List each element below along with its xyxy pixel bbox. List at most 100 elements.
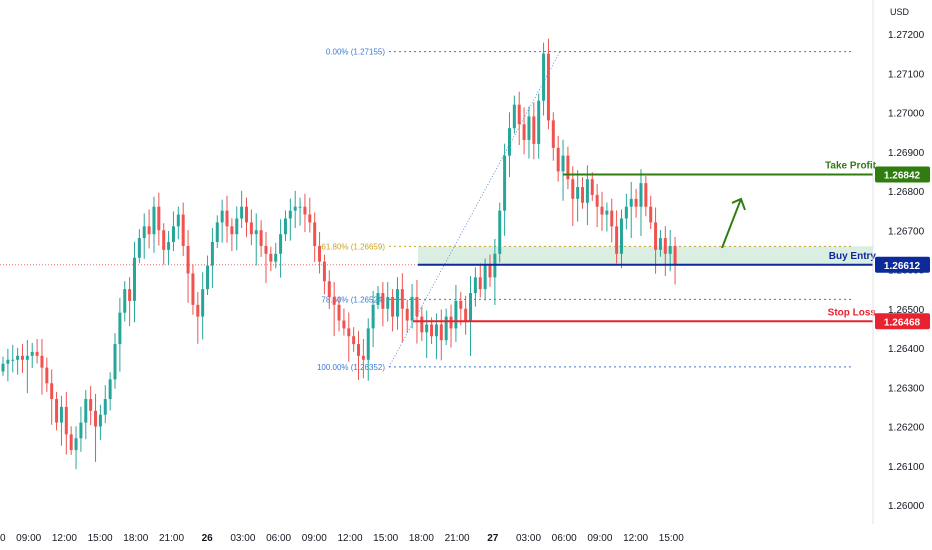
candle (152, 206, 156, 235)
time-tick-label: 15:00 (373, 533, 398, 544)
time-tick-label: 06:00 (0, 533, 6, 544)
candle (6, 359, 10, 364)
candle (230, 226, 234, 235)
candle (167, 242, 171, 250)
candle (654, 222, 658, 250)
trade-levels[interactable]: Take Profit Buy Entry Stop Loss (413, 161, 877, 323)
time-tick-label: 09:00 (587, 533, 612, 544)
candle (512, 104, 516, 129)
candle (381, 293, 385, 309)
candle (259, 230, 263, 246)
buy-entry-price-badge (875, 256, 930, 273)
candle (16, 355, 20, 360)
candle (649, 206, 653, 223)
candle (45, 367, 49, 384)
candle (332, 296, 336, 305)
candle (415, 296, 419, 317)
candle (546, 53, 550, 121)
candle (113, 344, 117, 380)
time-tick-label: 15:00 (88, 533, 113, 544)
price-tick-label: 1.26500 (888, 305, 925, 316)
time-tick-label: 18:00 (409, 533, 434, 544)
price-tick-label: 1.26400 (888, 344, 925, 355)
candle (352, 336, 356, 345)
candle (176, 214, 180, 227)
time-tick-label: 21:00 (159, 533, 184, 544)
candle (215, 222, 219, 243)
candle (69, 434, 73, 451)
candle (459, 300, 463, 309)
candle (658, 238, 662, 250)
candle (532, 116, 536, 144)
candle (434, 324, 438, 337)
axes: USD (872, 0, 910, 524)
candle (478, 277, 482, 290)
candle (400, 289, 404, 309)
price-tick-label: 1.26800 (888, 187, 925, 198)
candle (663, 238, 667, 254)
candle (118, 312, 122, 345)
candle (123, 289, 127, 313)
candle (464, 308, 468, 321)
price-tick-label: 1.26100 (888, 462, 925, 473)
candle (137, 238, 141, 258)
candle (430, 324, 434, 337)
candle (303, 206, 307, 215)
candle (391, 296, 395, 317)
candle (488, 265, 492, 278)
price-axis-labels: 1.26842 1.26612 1.26468 (875, 166, 930, 330)
candle (74, 438, 78, 451)
candle (327, 281, 331, 297)
candle (595, 194, 599, 207)
buy-entry-label: Buy Entry (829, 251, 877, 262)
candle (225, 210, 229, 227)
buy-zone-rectangle (418, 246, 873, 265)
candle (171, 226, 175, 243)
time-tick-label: 06:00 (552, 533, 577, 544)
time-axis-ticks: 06:00 09:00 12:00 15:00 18:00 21:00 26 03:00 06:… (0, 533, 684, 544)
candle (483, 265, 487, 290)
candle (454, 300, 458, 329)
stop-loss-price-badge (875, 313, 930, 330)
projection-arrow[interactable] (721, 197, 746, 249)
candle (668, 245, 672, 254)
candle (20, 355, 24, 360)
candle (639, 183, 643, 207)
price-tick-label: 1.26000 (888, 501, 925, 512)
candle (522, 124, 526, 140)
candle (561, 155, 565, 172)
candle (542, 53, 546, 101)
candle (254, 230, 258, 235)
take-profit-price-text: 1.26842 (884, 171, 921, 182)
candle (50, 383, 54, 400)
fib-level-label: 100.00% (1.26352) (317, 363, 385, 372)
price-tick-label: 1.26300 (888, 383, 925, 394)
buy-entry-price-text: 1.26612 (884, 261, 921, 272)
fibonacci-retracement[interactable]: 0.00% (1.27155) 61.80% (1.26659) 78.60% (1… (317, 48, 853, 372)
candle (298, 206, 302, 208)
time-tick-label: 03:00 (230, 533, 255, 544)
candle (551, 120, 555, 148)
take-profit-label: Take Profit (825, 161, 877, 172)
candle (615, 226, 619, 254)
fib-level-label: 61.80% (1.26659) (321, 242, 385, 251)
candle (89, 399, 93, 411)
candle (196, 304, 200, 317)
price-tick-label: 1.27200 (888, 30, 925, 41)
time-tick-label: 27 (487, 533, 499, 544)
candle (132, 257, 136, 301)
candle (240, 206, 244, 219)
time-tick-label: 26 (202, 533, 214, 544)
candle (313, 222, 317, 246)
candle (420, 316, 424, 333)
candle (25, 355, 29, 360)
time-tick-label: 09:00 (302, 533, 327, 544)
candle (220, 210, 224, 223)
candle (279, 234, 283, 254)
candle (439, 324, 443, 341)
candle (537, 100, 541, 144)
time-tick-label: 18:00 (123, 533, 148, 544)
take-profit-price-badge (875, 166, 930, 183)
candle (274, 253, 278, 262)
